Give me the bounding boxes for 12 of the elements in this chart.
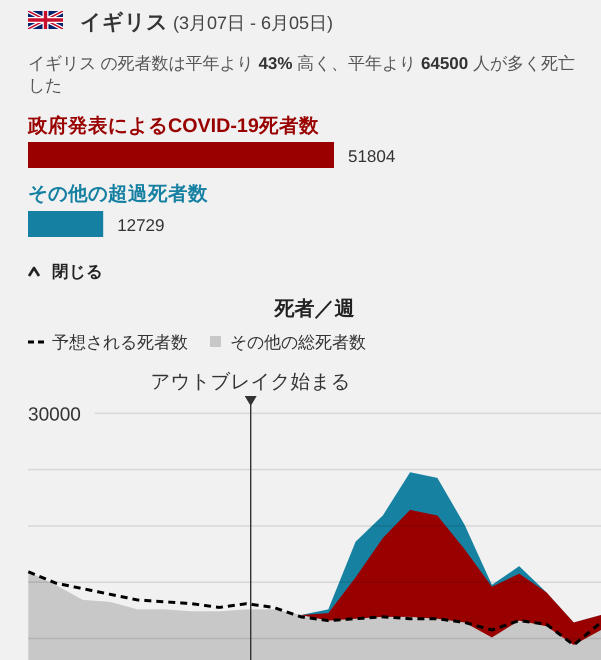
- y-tick-label: その他の超過死者数: [28, 183, 209, 205]
- y-tick-label: 政府発表によるCOVID-19死者数: [27, 114, 320, 137]
- legend-label: その他の総死者数: [230, 333, 366, 352]
- chart-title: 死者／週: [274, 298, 354, 320]
- legend-label: 予想される死者数: [52, 333, 188, 352]
- text: アウトブレイク始まる: [150, 371, 351, 393]
- text: 30000: [28, 404, 81, 426]
- text: 閉じる: [52, 263, 103, 281]
- data-label: 51804: [348, 147, 396, 166]
- data-label: 12729: [117, 216, 164, 235]
- text: イギリス の死者数は平年より 43% 高く、平年より 64500 人が多く死亡した: [28, 54, 575, 95]
- chart-title: イギリス (3月07日 - 6月05日): [80, 11, 334, 34]
